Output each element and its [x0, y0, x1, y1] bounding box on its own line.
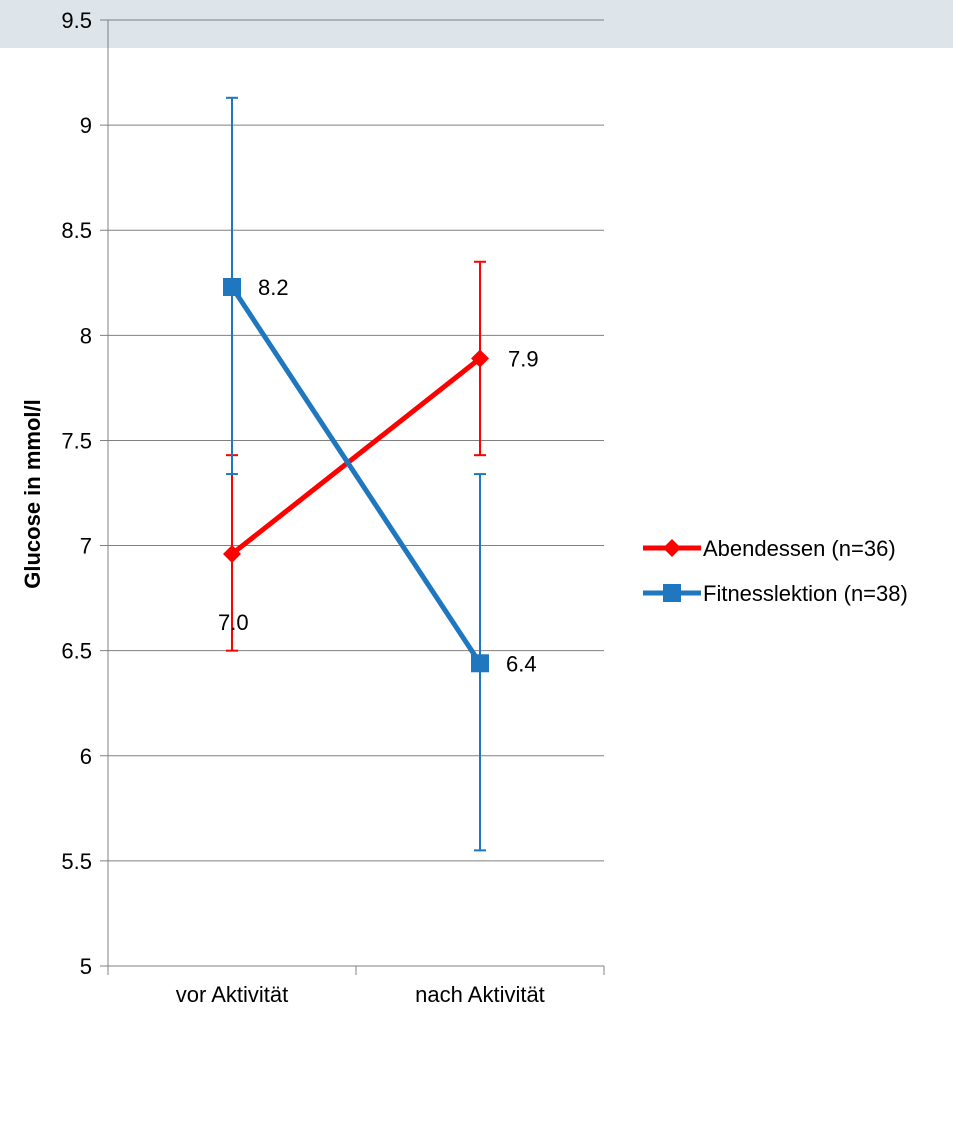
data-label: 7.0: [218, 610, 249, 635]
legend-marker: [663, 584, 681, 602]
data-labels: 7.0 7.9 8.2 6.4: [218, 275, 539, 676]
legend: Abendessen (n=36) Fitnesslektion (n=38): [643, 536, 908, 606]
legend-item: Abendessen (n=36): [643, 536, 896, 561]
y-axis-title: Glucose in mmol/l: [20, 399, 45, 588]
legend-label: Abendessen (n=36): [703, 536, 896, 561]
data-point: [471, 654, 489, 673]
y-tick-label: 9: [80, 113, 92, 138]
y-tick-label: 5: [80, 954, 92, 979]
data-markers: [223, 277, 489, 673]
legend-label: Fitnesslektion (n=38): [703, 581, 908, 606]
data-point: [471, 349, 489, 368]
data-point: [223, 544, 241, 563]
legend-item: Fitnesslektion (n=38): [643, 581, 908, 606]
y-tick-label: 8.5: [61, 218, 92, 243]
tick-labels: 5 5.5 6 6.5 7 7.5 8 8.5 9 9.5 vor Aktivität nach Ak…: [61, 8, 544, 1007]
grid-lines: [100, 19, 604, 967]
y-tick-label: 5.5: [61, 849, 92, 874]
y-tick-label: 6.5: [61, 639, 92, 664]
y-tick-label: 8: [80, 323, 92, 348]
data-label: 7.9: [508, 346, 539, 371]
series-line: [229, 285, 483, 665]
header-band: [0, 0, 953, 48]
data-point: [223, 277, 241, 296]
y-tick-label: 7: [80, 534, 92, 559]
legend-marker: [663, 539, 681, 557]
y-tick-label: 9.5: [61, 8, 92, 33]
y-tick-label: 6: [80, 744, 92, 769]
series-line: [230, 356, 482, 556]
series-lines: [229, 285, 483, 665]
data-label: 6.4: [506, 651, 537, 676]
x-tick-label: nach Aktivität: [415, 982, 545, 1007]
x-tick-label: vor Aktivität: [176, 982, 288, 1007]
data-label: 8.2: [258, 275, 289, 300]
axes: [107, 20, 605, 975]
y-tick-label: 7.5: [61, 428, 92, 453]
